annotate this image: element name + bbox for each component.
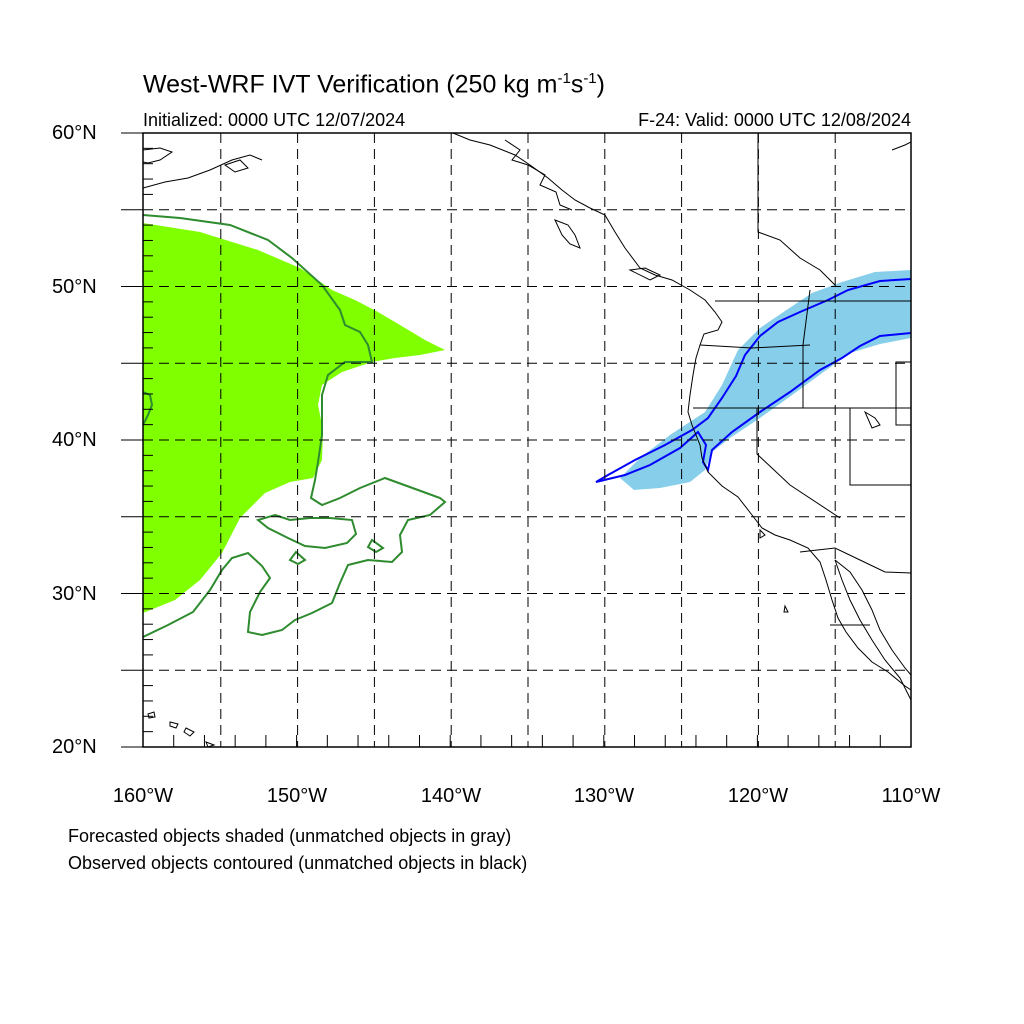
initialized-label: Initialized: 0000 UTC 12/07/2024 xyxy=(143,110,406,130)
lon-label-120w: 120°W xyxy=(727,785,789,807)
graticule xyxy=(143,133,911,747)
lon-label-150w: 150°W xyxy=(266,785,328,807)
lat-label-50n: 50°N xyxy=(52,276,97,298)
forecast-object-blue xyxy=(620,270,911,490)
lon-label-130w: 130°W xyxy=(573,785,635,807)
lon-label-160w: 160°W xyxy=(112,785,174,807)
chart-title: West-WRF IVT Verification (250 kg m-1s-1… xyxy=(143,70,605,99)
lat-label-40n: 40°N xyxy=(52,429,97,451)
lat-label-60n: 60°N xyxy=(52,122,97,144)
lat-label-20n: 20°N xyxy=(52,736,97,758)
coastlines xyxy=(143,133,911,747)
axis-ticks xyxy=(121,132,912,748)
observed-object-blue xyxy=(595,278,911,483)
note-forecast: Forecasted objects shaded (unmatched obj… xyxy=(68,826,512,846)
lat-label-30n: 30°N xyxy=(52,583,97,605)
note-observed: Observed objects contoured (unmatched ob… xyxy=(68,853,528,873)
lon-label-110w: 110°W xyxy=(881,785,941,807)
lon-label-140w: 140°W xyxy=(420,785,482,807)
forecast-object-green xyxy=(143,223,445,613)
valid-time-label: F-24: Valid: 0000 UTC 12/08/2024 xyxy=(638,110,911,130)
